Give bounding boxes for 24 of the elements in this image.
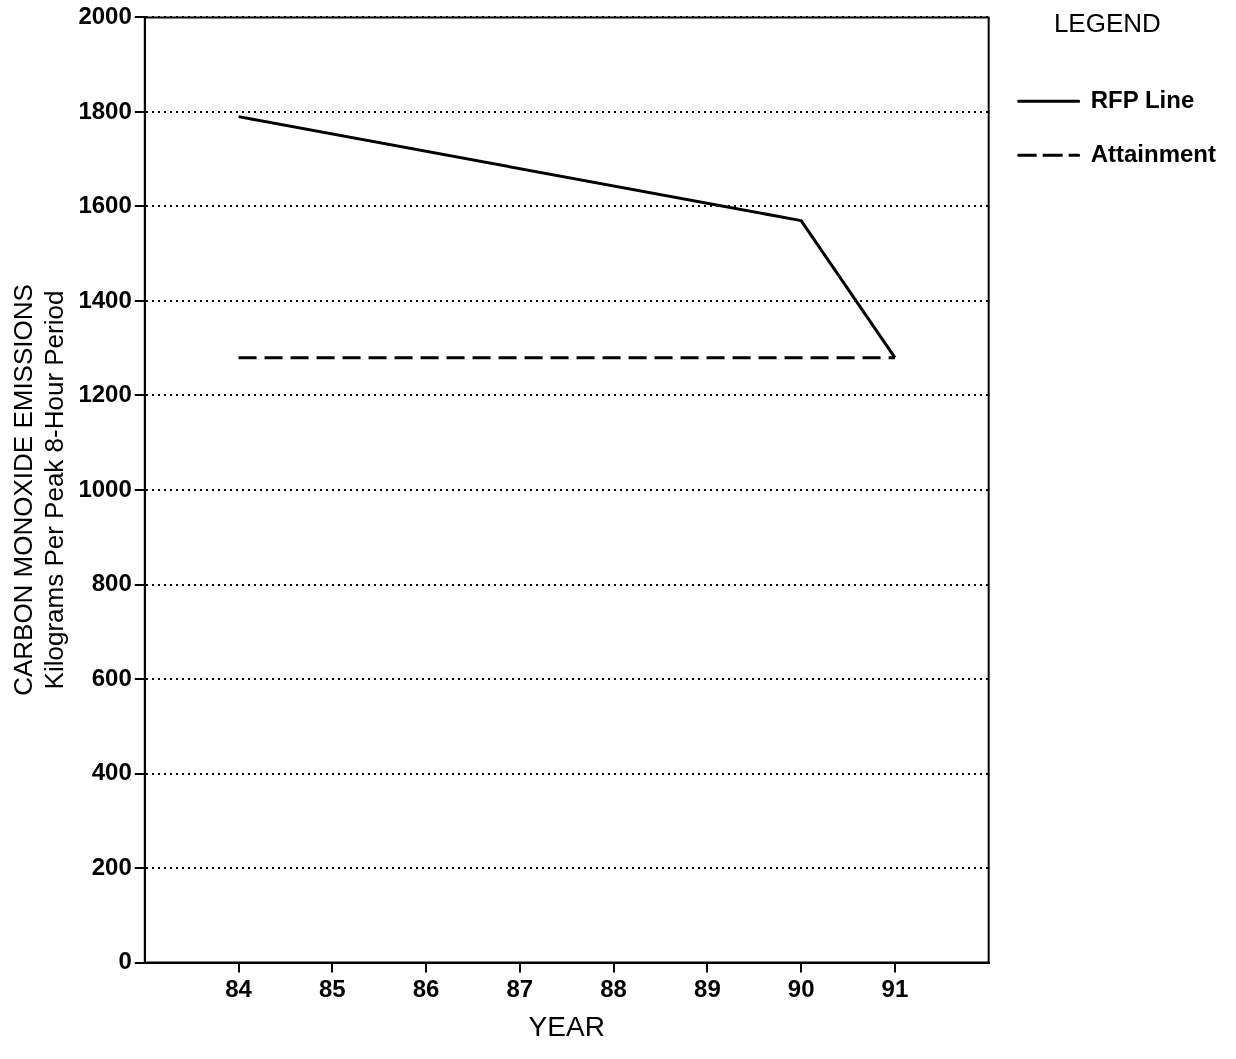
legend-label: RFP Line — [1090, 85, 1195, 113]
y-tick-label: 400 — [91, 758, 132, 786]
y-tick-label: 200 — [91, 852, 132, 880]
y-tick-label: 0 — [118, 947, 132, 975]
y-tick-label: 1800 — [78, 96, 132, 124]
x-tick-label: 90 — [787, 974, 815, 1002]
y-tick-label: 600 — [91, 663, 132, 691]
y-tick-label: 2000 — [78, 2, 132, 30]
y-axis-title: CARBON MONOXIDE EMISSIONS Kilograms Per Peak 8-Hour Period — [7, 284, 69, 696]
x-tick-label: 86 — [412, 974, 440, 1002]
y-tick-label: 1600 — [78, 191, 132, 219]
x-tick-label: 91 — [881, 974, 909, 1002]
y-tick-label: 1200 — [78, 380, 132, 408]
x-tick-label: 88 — [600, 974, 627, 1002]
x-tick-label: 84 — [225, 974, 253, 1002]
legend-title: LEGEND — [1053, 8, 1161, 39]
x-tick-label: 87 — [506, 974, 534, 1002]
x-axis-title: YEAR — [528, 1010, 605, 1042]
y-tick-label: 1000 — [78, 474, 132, 502]
x-tick-label: 89 — [694, 974, 721, 1002]
y-tick-label: 1400 — [78, 285, 132, 313]
y-tick-label: 800 — [91, 569, 132, 597]
x-tick-label: 85 — [318, 974, 346, 1002]
legend-label: Attainment — [1090, 139, 1217, 167]
